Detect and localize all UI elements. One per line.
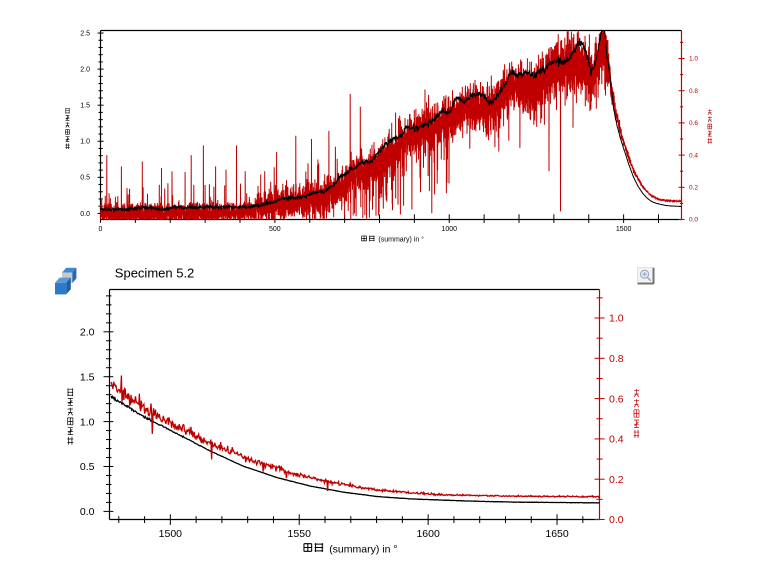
svg-text:1.5: 1.5	[80, 371, 95, 383]
svg-text:0.5: 0.5	[80, 175, 90, 182]
svg-text:0.2: 0.2	[689, 185, 698, 192]
svg-text:1.0: 1.0	[80, 139, 90, 146]
svg-text:500: 500	[269, 226, 281, 233]
svg-text:0.0: 0.0	[609, 514, 624, 526]
svg-text:0.0: 0.0	[689, 217, 698, 224]
svg-text:0.4: 0.4	[609, 434, 624, 446]
svg-text:Specimen 5.2: Specimen 5.2	[115, 266, 195, 281]
svg-text:1000: 1000	[441, 226, 457, 233]
svg-text:1500: 1500	[616, 226, 632, 233]
svg-text:1600: 1600	[416, 528, 440, 540]
svg-text:0: 0	[99, 226, 103, 233]
svg-text:0.6: 0.6	[689, 120, 698, 127]
svg-text:1550: 1550	[288, 528, 312, 540]
svg-text:(summary) in °: (summary) in °	[378, 236, 424, 244]
svg-text:0.0: 0.0	[80, 506, 95, 518]
svg-text:1.0: 1.0	[80, 416, 95, 428]
svg-text:1.0: 1.0	[689, 56, 698, 63]
svg-text:1.0: 1.0	[609, 313, 624, 325]
svg-text:0.8: 0.8	[609, 353, 624, 365]
svg-text:1.5: 1.5	[80, 103, 90, 110]
svg-text:2.0: 2.0	[80, 67, 90, 74]
svg-text:1500: 1500	[159, 528, 183, 540]
svg-text:2.5: 2.5	[80, 30, 90, 37]
svg-text:(summary) in °: (summary) in °	[329, 543, 397, 555]
svg-text:0.8: 0.8	[689, 88, 698, 95]
svg-text:0.4: 0.4	[689, 152, 698, 159]
svg-text:0.6: 0.6	[609, 393, 624, 405]
svg-text:1650: 1650	[545, 528, 569, 540]
svg-text:2.0: 2.0	[80, 327, 95, 339]
svg-text:0.0: 0.0	[80, 211, 90, 218]
svg-text:0.2: 0.2	[609, 474, 624, 486]
svg-text:0.5: 0.5	[80, 461, 95, 473]
